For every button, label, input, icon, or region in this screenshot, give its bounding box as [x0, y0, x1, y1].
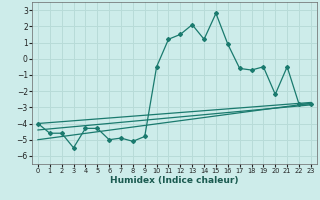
X-axis label: Humidex (Indice chaleur): Humidex (Indice chaleur) [110, 176, 239, 185]
